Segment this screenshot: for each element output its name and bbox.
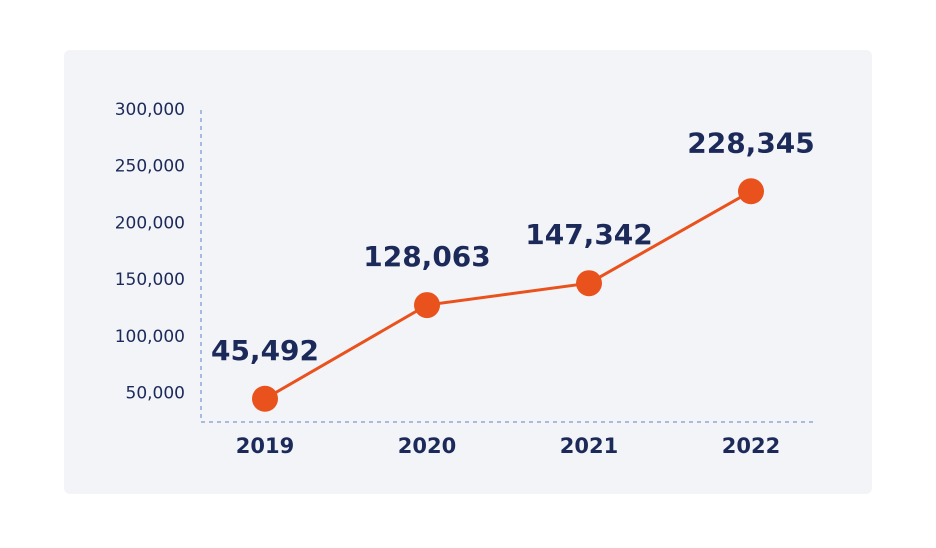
value-label: 147,342 [525, 218, 653, 251]
point [414, 292, 440, 319]
line [264, 189, 752, 401]
x-tick-label: 2020 [398, 434, 456, 458]
x-tick-label: 2022 [722, 434, 780, 458]
point [738, 178, 764, 205]
point [576, 270, 602, 297]
point [252, 385, 278, 412]
y-tick-label: 200,000 [115, 213, 185, 233]
x-tick-label: 2021 [560, 434, 618, 458]
y-tick-label: 150,000 [115, 270, 185, 290]
y-tick-label: 250,000 [115, 157, 185, 177]
value-label: 128,063 [363, 240, 491, 273]
value-label: 45,492 [211, 334, 319, 367]
value-label: 228,345 [687, 126, 815, 159]
x-tick-label: 2019 [236, 434, 294, 458]
chart-panel [64, 50, 872, 494]
y-tick-label: 300,000 [115, 100, 185, 120]
y-tick-label: 100,000 [115, 327, 185, 347]
y-tick-label: 50,000 [126, 384, 185, 404]
